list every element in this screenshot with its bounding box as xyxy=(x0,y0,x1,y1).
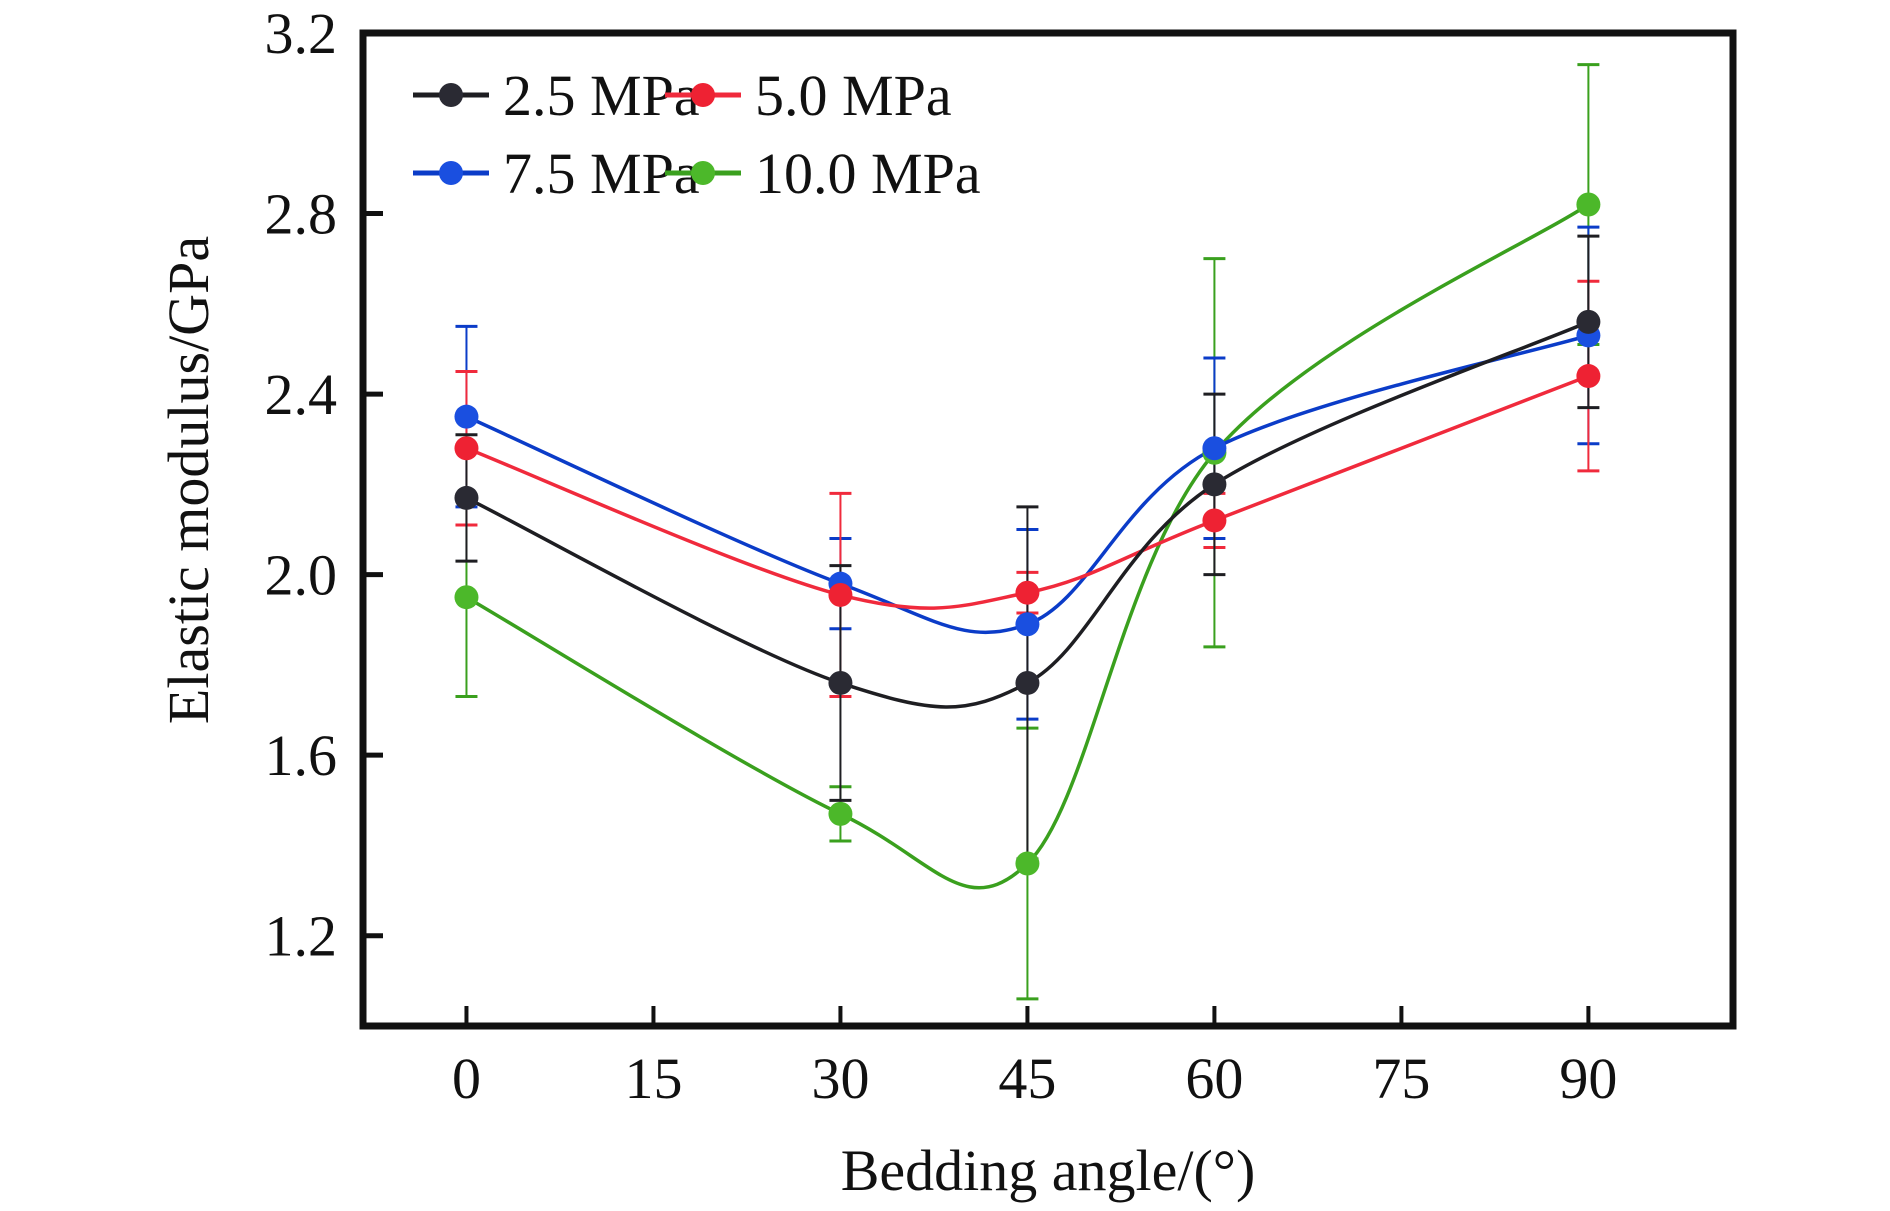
data-point-10_0-mpa xyxy=(1576,192,1601,217)
data-point-7_5-mpa xyxy=(454,404,479,429)
y-tick-label: 2.8 xyxy=(265,182,338,247)
data-point-2_5-mpa xyxy=(1015,670,1040,695)
y-tick-label: 2.4 xyxy=(265,362,338,427)
x-axis-title: Bedding angle/(°) xyxy=(841,1138,1256,1203)
legend-item-5_0-mpa: 5.0 MPa xyxy=(665,63,952,128)
legend: 2.5 MPa 5.0 MPa 7.5 MPa 10.0 MPa xyxy=(413,63,981,206)
data-point-2_5-mpa xyxy=(1576,309,1601,334)
x-tick-label: 30 xyxy=(811,1046,869,1111)
legend-label: 10.0 MPa xyxy=(755,141,981,206)
data-point-7_5-mpa xyxy=(1015,612,1040,637)
x-tick-label: 60 xyxy=(1185,1046,1243,1111)
data-point-5_0-mpa xyxy=(1576,364,1601,389)
series-layer xyxy=(454,63,1601,1001)
x-tick-label: 0 xyxy=(452,1046,481,1111)
x-tick-label: 15 xyxy=(624,1046,682,1111)
data-point-10_0-mpa xyxy=(828,801,853,826)
legend-swatch-marker xyxy=(691,83,715,107)
series-line-10_0-mpa xyxy=(465,203,1590,890)
legend-item-2_5-mpa: 2.5 MPa xyxy=(413,63,700,128)
legend-item-10_0-mpa: 10.0 MPa xyxy=(665,141,981,206)
x-tick-label: 90 xyxy=(1559,1046,1617,1111)
y-tick-label: 1.2 xyxy=(265,904,338,969)
legend-item-7_5-mpa: 7.5 MPa xyxy=(413,141,700,206)
x-tick-label: 45 xyxy=(998,1046,1056,1111)
plot-area-border xyxy=(359,29,1737,1030)
series-markers xyxy=(454,192,1601,876)
data-point-5_0-mpa xyxy=(1202,508,1227,533)
data-point-10_0-mpa xyxy=(454,585,479,610)
data-point-2_5-mpa xyxy=(1202,472,1227,497)
plot-frame xyxy=(359,29,1737,1030)
legend-swatch-marker xyxy=(439,161,463,185)
x-axis-ticks: 0 15 30 45 60 75 90 xyxy=(452,1006,1617,1111)
y-axis-ticks: 1.2 1.6 2.0 2.4 2.8 3.2 xyxy=(265,1,383,969)
legend-label: 5.0 MPa xyxy=(755,63,952,128)
data-point-10_0-mpa xyxy=(1015,851,1040,876)
y-axis-title: Elastic modulus/GPa xyxy=(156,236,221,724)
data-point-7_5-mpa xyxy=(1202,436,1227,461)
legend-swatch-marker xyxy=(691,161,715,185)
data-point-5_0-mpa xyxy=(454,436,479,461)
y-tick-label: 1.6 xyxy=(265,723,338,788)
data-point-2_5-mpa xyxy=(454,485,479,510)
x-tick-label: 75 xyxy=(1372,1046,1430,1111)
data-point-5_0-mpa xyxy=(828,582,853,607)
legend-swatch-marker xyxy=(439,83,463,107)
y-tick-label: 2.0 xyxy=(265,543,338,608)
y-tick-label: 3.2 xyxy=(265,1,338,66)
data-point-5_0-mpa xyxy=(1015,580,1040,605)
data-point-2_5-mpa xyxy=(828,670,853,695)
